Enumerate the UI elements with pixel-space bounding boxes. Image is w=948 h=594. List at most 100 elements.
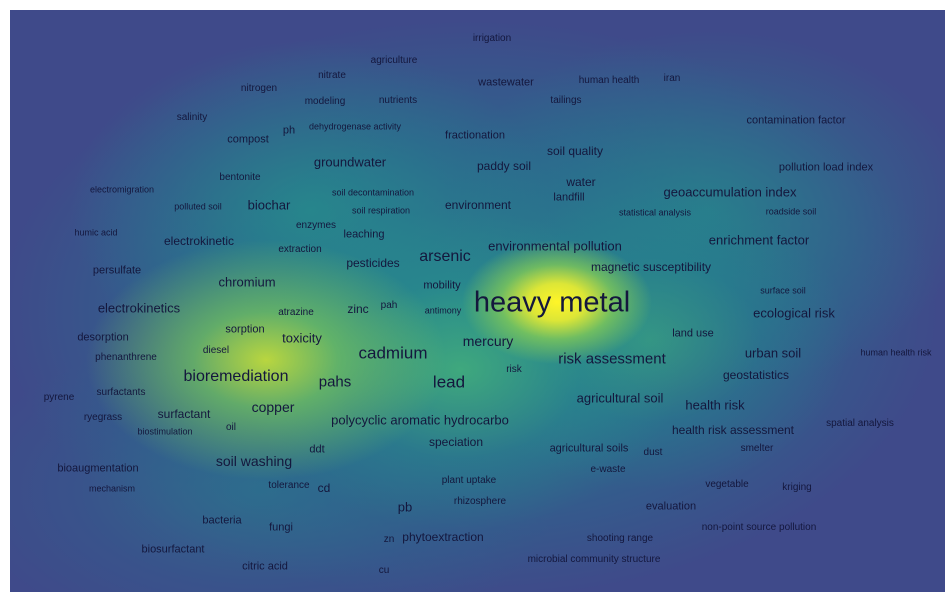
keyword-term: human health [578, 75, 640, 86]
keyword-term: environmental pollution [488, 238, 622, 254]
keyword-term: ddt [309, 443, 325, 456]
keyword-term: water [566, 175, 596, 189]
keyword-term: soil decontamination [331, 187, 415, 198]
keyword-term: shooting range [586, 533, 654, 544]
keyword-term: soil washing [215, 453, 293, 469]
keyword-term: surface soil [760, 285, 806, 296]
keyword-term: persulfate [92, 264, 142, 277]
keyword-term: electrokinetic [163, 234, 235, 248]
keyword-term: citric acid [242, 560, 288, 573]
keyword-term: e-waste [590, 464, 626, 475]
keyword-term: iran [663, 73, 681, 84]
keyword-term: smelter [740, 443, 774, 454]
keyword-density-map: heavy metal irrigation agriculture nitrate n… [10, 10, 945, 592]
keyword-term: human health risk [860, 347, 932, 358]
keyword-term: cu [378, 565, 390, 576]
keyword-term: contamination factor [746, 114, 846, 127]
keyword-term: biochar [247, 197, 291, 213]
keyword-term: electrokinetics [97, 300, 181, 316]
keyword-term: enrichment factor [708, 232, 810, 248]
keyword-term: cadmium [358, 343, 428, 363]
keyword-term: plant uptake [441, 475, 497, 486]
keyword-term: soil quality [546, 144, 604, 158]
keyword-term: bioremediation [183, 368, 289, 385]
keyword-term: nitrogen [240, 83, 278, 94]
keyword-term: lead [432, 372, 466, 392]
keyword-term: spatial analysis [826, 418, 894, 429]
keyword-term: groundwater [313, 154, 387, 170]
keyword-term: microbial community structure [527, 554, 661, 565]
keyword-term: vegetable [705, 479, 749, 490]
keyword-term: extraction [278, 244, 322, 255]
keyword-term: leaching [343, 228, 385, 241]
keyword-term: arsenic [419, 248, 471, 265]
keyword-term: nutrients [378, 95, 418, 106]
keyword-term: bacteria [202, 514, 242, 527]
keyword-term: land use [672, 327, 714, 340]
keyword-term: antimony [424, 305, 462, 316]
keyword-term: wastewater [478, 76, 534, 89]
keyword-term: irrigation [472, 33, 512, 44]
keyword-term: modeling [304, 96, 346, 107]
keyword-term: speciation [428, 435, 484, 449]
keyword-term: health risk [685, 397, 745, 413]
keyword-term: pollution load index [778, 161, 874, 174]
keyword-term: electromigration [89, 184, 155, 195]
keyword-term: heavy metal [473, 286, 631, 319]
keyword-term: pyrene [43, 392, 75, 403]
keyword-term: pah [380, 300, 398, 311]
keyword-term: ryegrass [83, 412, 123, 423]
keyword-term: ecological risk [753, 305, 835, 321]
keyword-term: agricultural soil [576, 390, 664, 406]
keyword-term: ph [282, 124, 296, 137]
keyword-term: geostatistics [722, 368, 790, 382]
keyword-term: landfill [553, 191, 585, 204]
keyword-term: nitrate [318, 70, 346, 81]
keyword-term: zinc [347, 302, 369, 316]
keyword-term: geoaccumulation index [663, 184, 797, 200]
keyword-term: desorption [77, 331, 129, 344]
keyword-term: phenanthrene [95, 352, 157, 363]
keyword-term: dehydrogenase activity [308, 121, 402, 132]
keyword-term: paddy soil [476, 159, 532, 173]
keyword-term: magnetic susceptibility [590, 260, 712, 274]
keyword-term: mercury [462, 333, 514, 349]
keyword-term: fractionation [445, 129, 505, 142]
keyword-term: toxicity [282, 330, 322, 346]
keyword-term: roadside soil [765, 206, 817, 217]
keyword-term: agriculture [370, 55, 418, 66]
keyword-term: mobility [423, 279, 461, 292]
keyword-term: urban soil [744, 345, 802, 361]
keyword-term: mechanism [88, 483, 136, 494]
keyword-term: pahs [318, 373, 352, 391]
keyword-term: atrazine [278, 307, 314, 318]
keyword-term: enzymes [295, 220, 337, 231]
keyword-term: pb [397, 499, 413, 515]
keyword-term: soil respiration [351, 205, 411, 216]
keyword-term: sorption [225, 323, 265, 336]
keyword-term: cd [317, 481, 331, 495]
keyword-term: health risk assessment [671, 423, 795, 437]
keyword-term: salinity [176, 112, 208, 123]
keyword-term: biosurfactant [141, 543, 205, 556]
keyword-term: non-point source pollution [701, 522, 817, 533]
keyword-term: phytoextraction [402, 530, 484, 544]
keyword-term: chromium [218, 274, 276, 290]
keyword-term: risk [506, 364, 522, 375]
keyword-term: agricultural soils [549, 442, 629, 455]
keyword-term: statistical analysis [618, 207, 692, 218]
keyword-term: tolerance [268, 480, 310, 491]
keyword-term: pesticides [346, 256, 400, 270]
keyword-term: evaluation [645, 500, 697, 513]
keyword-term: diesel [202, 345, 230, 356]
keyword-term: zn [383, 534, 395, 545]
keyword-term: surfactant [157, 407, 211, 421]
keyword-term: copper [251, 399, 295, 415]
keyword-term: biostimulation [137, 426, 193, 437]
keyword-term: tailings [550, 95, 582, 106]
keyword-term: oil [225, 422, 237, 433]
keyword-term: risk assessment [558, 350, 666, 368]
keyword-term: surfactants [96, 387, 146, 398]
keyword-term: polycyclic aromatic hydrocarbo [331, 412, 509, 428]
keyword-term: environment [444, 198, 512, 212]
